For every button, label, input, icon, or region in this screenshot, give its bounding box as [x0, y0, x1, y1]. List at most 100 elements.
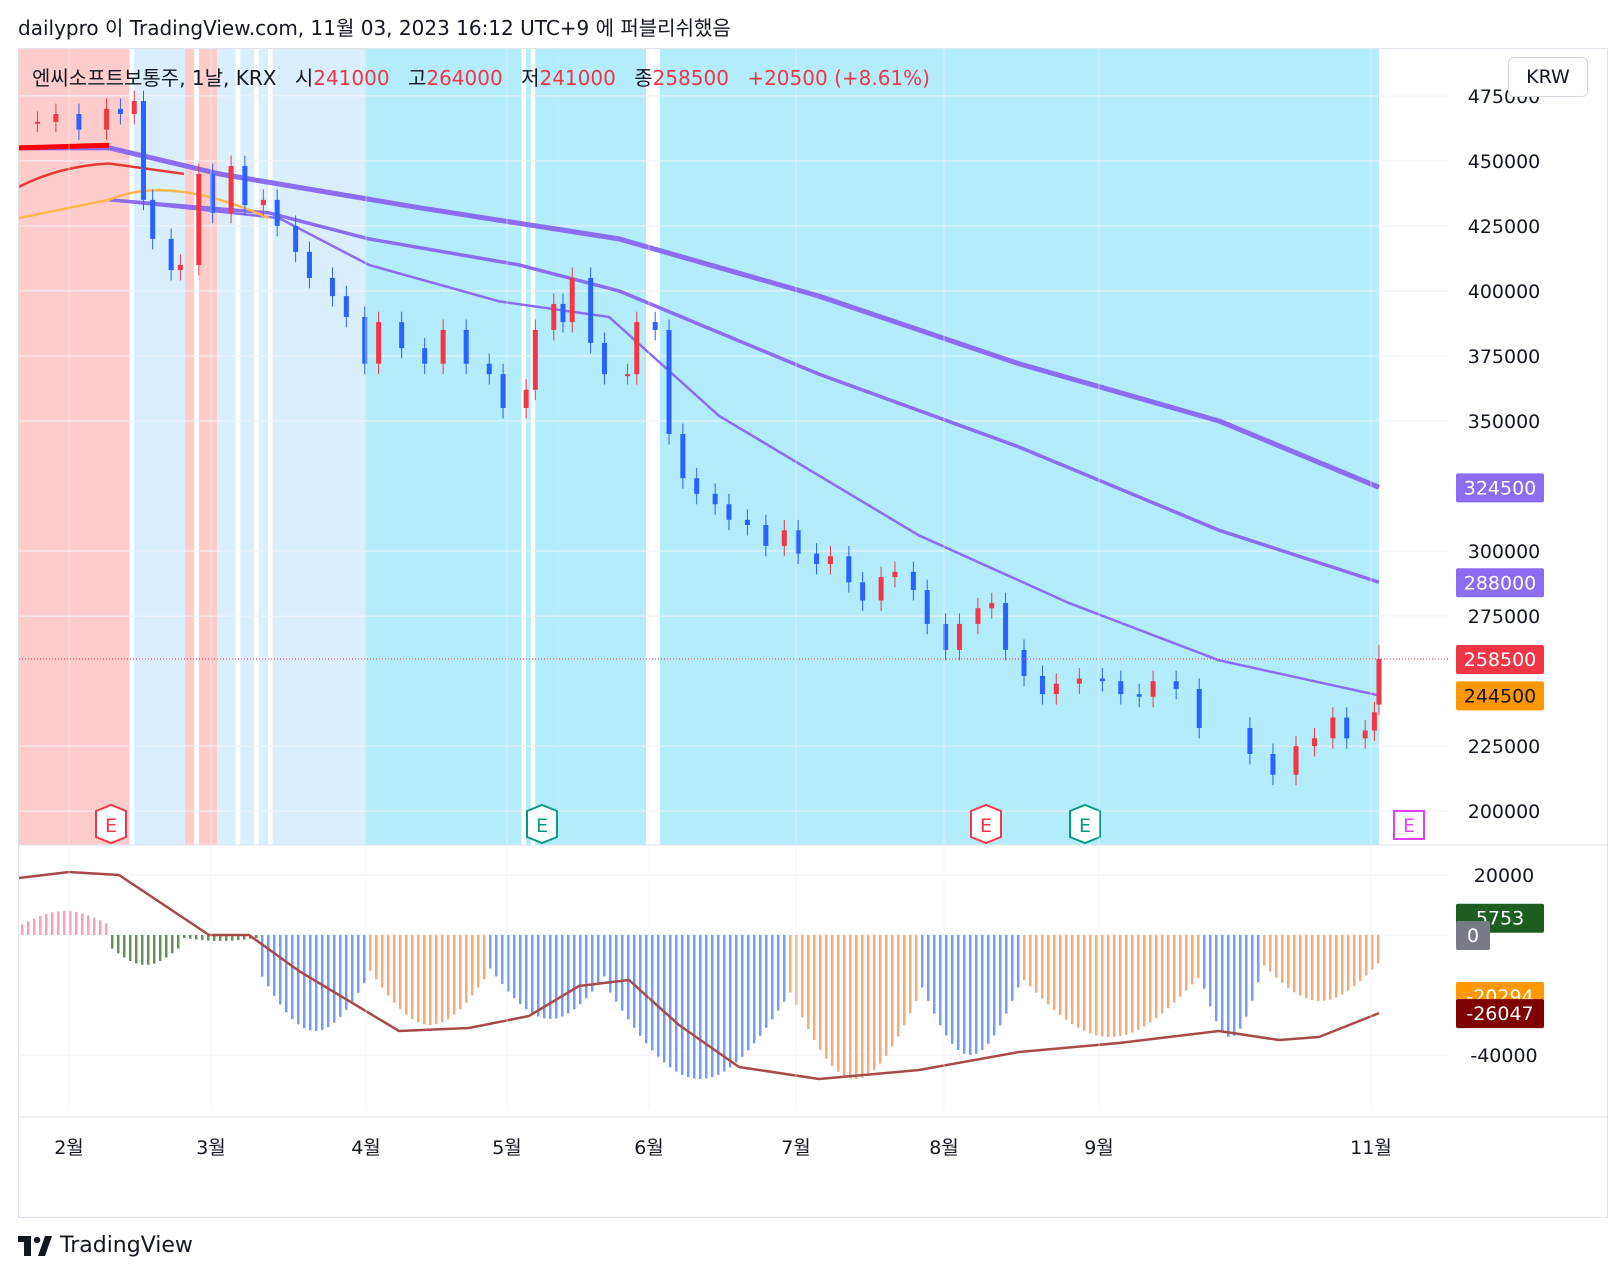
candle-body-20 [362, 316, 368, 364]
candle-body-23 [422, 348, 428, 364]
candle-body-49 [846, 556, 852, 583]
osc-bar-144 [885, 935, 888, 1056]
osc-bar-182 [1113, 935, 1116, 1037]
osc-bar-172 [1053, 935, 1056, 1011]
osc-bar-55 [351, 935, 354, 1002]
candle-body-5 [131, 101, 137, 115]
osc-bar-84 [525, 935, 528, 1010]
osc-bar-168 [1029, 935, 1032, 987]
price-axis-tick-7: 275000 [1468, 606, 1541, 628]
osc-bar-224 [1365, 935, 1368, 976]
osc-bar-28 [189, 935, 192, 939]
candle-body-19 [343, 296, 349, 317]
osc-bar-8 [69, 911, 72, 935]
background-zone-11 [364, 49, 522, 845]
osc-bar-64 [405, 935, 408, 1015]
osc-bar-13 [99, 920, 102, 935]
osc-bar-4 [45, 914, 48, 935]
osc-bar-59 [375, 935, 378, 980]
osc-bar-0 [21, 924, 24, 935]
osc-bar-124 [765, 935, 768, 1028]
earnings-marker-1: E [526, 803, 558, 845]
publish-attribution: dailypro 이 TradingView.com, 11월 03, 2023… [18, 16, 731, 40]
chart-frame[interactable]: E E E E E 475000 450000 425000 400000 375000 35000… [18, 48, 1608, 1218]
osc-bar-43 [279, 935, 282, 1005]
currency-selector[interactable]: KRW [1508, 57, 1588, 97]
osc-bar-81 [507, 935, 510, 992]
legend-open-label: 시 [294, 66, 314, 90]
time-axis-tick-2: 4월 [351, 1137, 381, 1159]
osc-bar-44 [285, 935, 288, 1013]
price-label-box-1 [1456, 568, 1544, 598]
price-axis-tick-8: 225000 [1468, 736, 1541, 758]
osc-bar-136 [837, 935, 840, 1072]
osc-bar-35 [231, 935, 234, 941]
osc-bar-153 [939, 935, 942, 1026]
osc-bar-123 [759, 935, 762, 1036]
candle-body-30 [551, 303, 557, 330]
osc-bar-150 [921, 935, 924, 988]
osc-label-text-1: 0 [1467, 925, 1479, 947]
osc-bar-119 [735, 935, 738, 1063]
background-zone-14 [558, 49, 646, 845]
osc-bar-40 [261, 935, 264, 977]
candle-body-38 [666, 329, 672, 434]
time-axis-tick-8: 11월 [1350, 1137, 1392, 1159]
tradingview-logo[interactable]: TradingView [18, 1233, 193, 1258]
osc-bar-49 [315, 935, 318, 1031]
candle-body-24 [440, 329, 446, 364]
candle-body-54 [924, 590, 930, 624]
osc-bar-126 [777, 935, 780, 1011]
osc-bar-179 [1095, 935, 1098, 1036]
candle-body-42 [726, 504, 732, 520]
candle-body-59 [1003, 603, 1009, 650]
osc-bar-180 [1101, 935, 1104, 1037]
candle-body-69 [1196, 688, 1202, 728]
candle-body-77 [1371, 712, 1377, 731]
osc-bar-67 [423, 935, 426, 1025]
candle-body-70 [1247, 727, 1253, 754]
osc-bar-63 [399, 935, 402, 1010]
osc-bar-131 [807, 935, 810, 1030]
osc-bar-121 [747, 935, 750, 1051]
chart-svg[interactable]: E E E E E47500045000042500040000037500035000… [19, 49, 1608, 1218]
osc-bar-107 [663, 935, 666, 1063]
candle-body-64 [1099, 678, 1105, 682]
osc-bar-176 [1077, 935, 1080, 1028]
osc-bar-73 [459, 935, 462, 1010]
legend-symbol: 엔씨소프트보통주, 1날, KRX [32, 66, 277, 90]
osc-bar-74 [465, 935, 468, 1003]
osc-bar-41 [267, 935, 270, 987]
osc-bar-9 [75, 912, 78, 935]
candle-body-33 [588, 277, 594, 343]
osc-bar-206 [1257, 935, 1260, 983]
candle-body-66 [1136, 694, 1142, 697]
time-axis-tick-5: 7월 [781, 1137, 811, 1159]
short-ma-red-thick [19, 142, 110, 151]
osc-bar-101 [627, 935, 630, 1020]
osc-bar-19 [135, 935, 138, 964]
osc-bar-175 [1071, 935, 1074, 1025]
osc-bar-135 [831, 935, 834, 1066]
candle-body-21 [376, 322, 382, 364]
osc-bar-128 [789, 935, 792, 993]
osc-bar-56 [357, 935, 360, 993]
osc-bar-170 [1041, 935, 1044, 999]
osc-axis-tick-0: 20000 [1474, 865, 1534, 887]
candle-body-27 [500, 374, 506, 408]
osc-bar-7 [63, 911, 66, 935]
candle-body-75 [1344, 717, 1350, 739]
background-zone-10 [272, 49, 365, 845]
osc-bar-169 [1035, 935, 1038, 993]
earnings-marker-shape-1 [526, 803, 558, 845]
osc-bar-6 [57, 911, 60, 935]
osc-bar-87 [543, 935, 546, 1019]
osc-bar-186 [1137, 935, 1140, 1030]
osc-bar-62 [393, 935, 396, 1003]
tradingview-brand: TradingView [60, 1233, 193, 1258]
osc-bar-117 [723, 935, 726, 1072]
osc-bar-173 [1059, 935, 1062, 1016]
osc-bar-92 [573, 935, 576, 1010]
candle-body-22 [399, 322, 405, 349]
price-axis-tick-6: 300000 [1468, 541, 1541, 563]
